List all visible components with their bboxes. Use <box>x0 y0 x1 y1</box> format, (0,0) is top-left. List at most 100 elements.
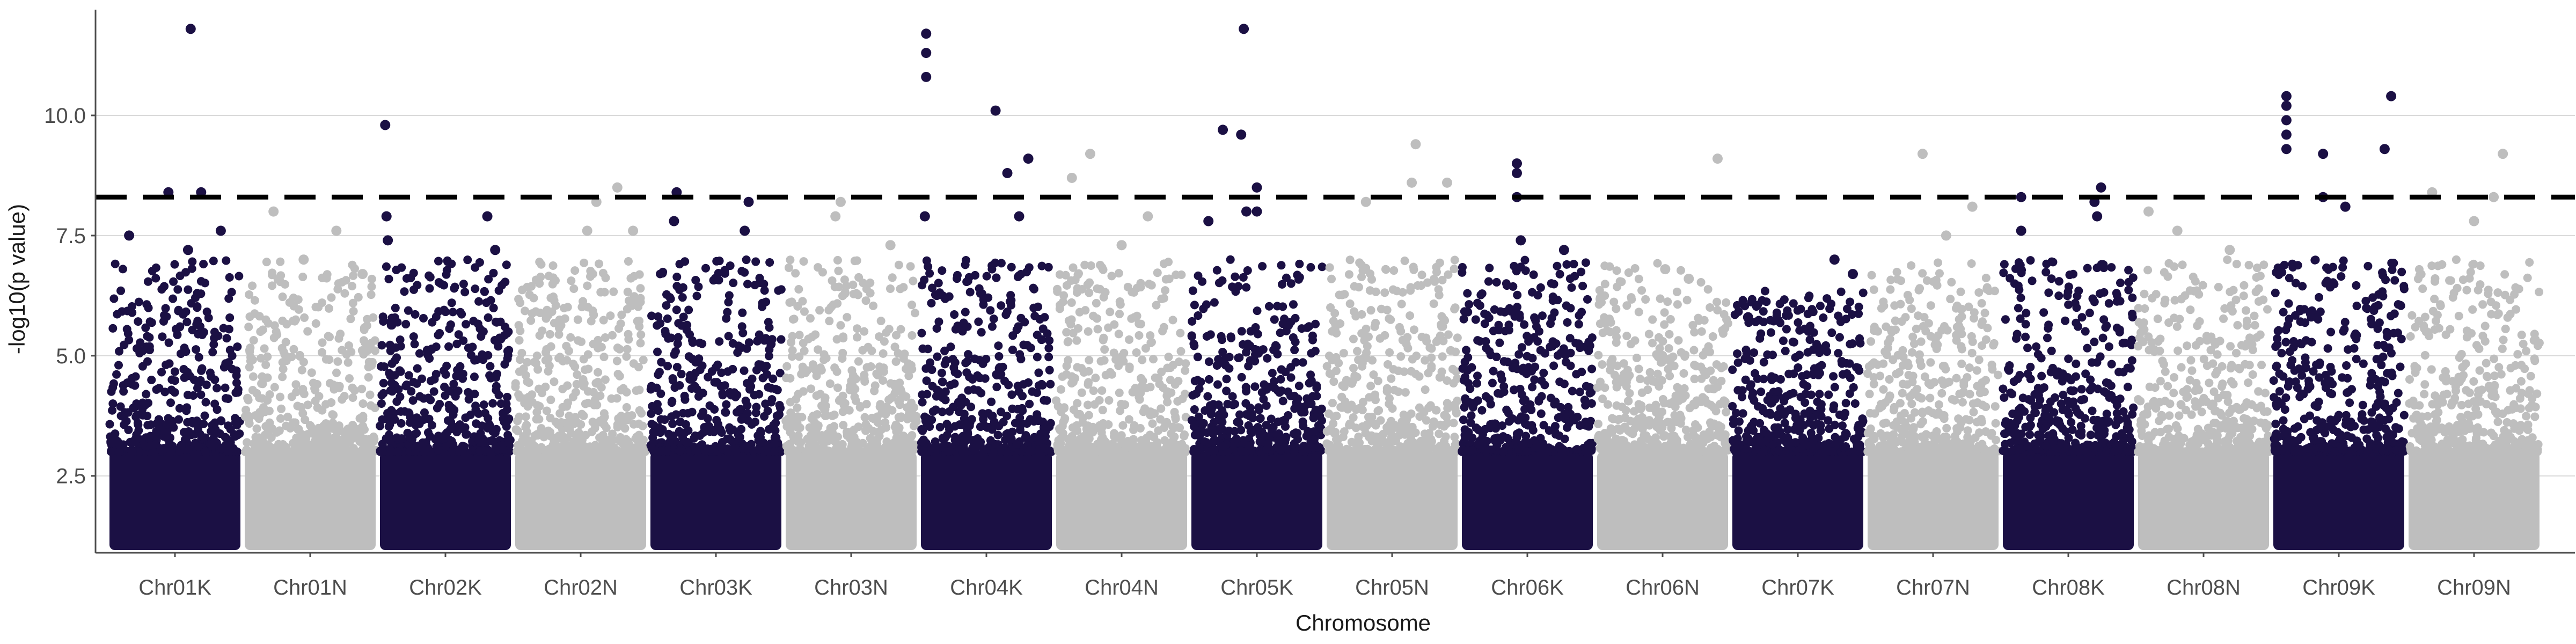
peak-point <box>990 105 1001 116</box>
data-point <box>155 384 164 393</box>
data-point <box>630 272 639 281</box>
data-point <box>850 392 859 401</box>
data-point <box>1352 372 1362 382</box>
data-point <box>1537 392 1546 401</box>
data-point <box>119 412 128 421</box>
data-point <box>1403 447 1412 456</box>
data-point <box>199 433 208 442</box>
data-point <box>105 420 114 429</box>
data-point <box>653 321 662 330</box>
data-point <box>404 371 413 380</box>
data-point <box>601 273 610 282</box>
data-point <box>111 435 120 444</box>
data-point <box>994 341 1003 350</box>
data-point <box>193 384 202 393</box>
data-point <box>1231 272 1240 281</box>
data-point <box>738 308 747 317</box>
data-point <box>1555 269 1564 279</box>
data-point <box>591 379 601 388</box>
data-point <box>370 336 379 345</box>
data-point <box>777 335 786 344</box>
data-point <box>500 331 509 340</box>
data-point <box>515 336 524 345</box>
data-point <box>355 425 364 434</box>
data-point <box>1073 363 1082 372</box>
data-point <box>298 272 308 281</box>
data-point <box>1627 293 1636 302</box>
data-point <box>254 414 264 423</box>
data-point <box>704 372 713 382</box>
data-point <box>1350 282 1359 291</box>
data-point <box>269 333 279 342</box>
data-point <box>588 269 597 279</box>
data-point <box>340 289 349 298</box>
data-point <box>833 255 842 265</box>
data-point <box>209 340 218 349</box>
data-point <box>431 312 441 321</box>
data-point <box>1118 421 1128 430</box>
data-point <box>143 421 152 430</box>
data-point <box>873 412 882 421</box>
data-point <box>332 368 341 377</box>
data-point <box>548 261 558 270</box>
data-point <box>1536 346 1545 355</box>
data-point <box>1350 307 1359 316</box>
data-point <box>1378 430 1387 440</box>
data-point <box>896 284 905 294</box>
data-point <box>1046 379 1055 389</box>
data-point <box>1332 412 1341 421</box>
data-point <box>1014 387 1023 396</box>
data-point <box>1116 300 1125 309</box>
data-point <box>1235 410 1244 419</box>
data-point <box>449 440 458 449</box>
data-point <box>1721 399 1730 408</box>
data-point <box>201 447 210 456</box>
data-point <box>577 303 587 312</box>
data-point <box>722 400 731 409</box>
data-point <box>726 261 735 270</box>
dense-points-block <box>1056 451 1187 551</box>
data-point <box>376 447 385 456</box>
data-point <box>1117 431 1126 440</box>
data-point <box>233 342 242 352</box>
data-point <box>622 352 631 361</box>
data-point <box>1362 354 1371 363</box>
data-point <box>1612 304 1621 313</box>
data-point <box>348 393 357 402</box>
data-point <box>1421 385 1430 394</box>
data-point <box>772 433 781 442</box>
data-point <box>1302 431 1311 441</box>
data-point <box>980 374 990 383</box>
data-point <box>367 290 376 299</box>
data-point <box>457 310 466 319</box>
data-point <box>318 338 327 347</box>
data-point <box>560 303 569 312</box>
data-point <box>276 277 285 287</box>
data-point <box>1553 261 1562 270</box>
data-point <box>145 342 154 351</box>
data-point <box>471 263 480 272</box>
peak-point <box>381 211 392 222</box>
data-point <box>1329 377 1338 386</box>
data-point <box>648 401 657 411</box>
data-point <box>1450 433 1459 442</box>
data-point <box>249 439 258 448</box>
data-point <box>680 428 689 437</box>
data-point <box>244 323 253 332</box>
data-point <box>817 401 826 411</box>
data-point <box>1059 418 1068 427</box>
data-point <box>412 379 421 388</box>
data-point <box>147 318 156 327</box>
data-point <box>1504 326 1513 335</box>
data-point <box>1084 327 1093 336</box>
data-point <box>1598 394 1607 404</box>
data-point <box>1547 279 1556 288</box>
data-point <box>743 408 752 418</box>
data-point <box>1062 361 1071 370</box>
data-point <box>1222 375 1231 384</box>
data-point <box>147 375 156 384</box>
data-point <box>1566 304 1575 313</box>
data-point <box>1217 358 1226 367</box>
data-point <box>491 428 500 437</box>
data-point <box>348 383 357 392</box>
